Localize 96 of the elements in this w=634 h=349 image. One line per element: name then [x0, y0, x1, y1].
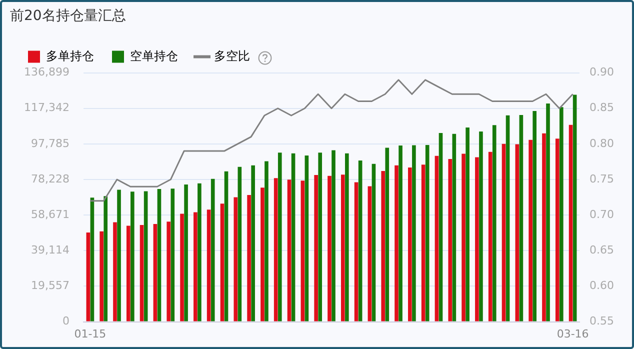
bar — [572, 94, 577, 322]
y-tick-label: 19,557 — [30, 279, 70, 292]
bar — [220, 204, 224, 322]
bar — [345, 153, 349, 322]
bar — [462, 154, 466, 322]
bar — [166, 222, 171, 322]
bar — [224, 171, 228, 322]
bar — [274, 178, 278, 322]
bar — [117, 190, 121, 322]
bar — [100, 231, 104, 322]
bar — [398, 146, 402, 322]
bar — [492, 125, 496, 322]
y-tick-label: 97,785 — [30, 136, 70, 150]
bar — [479, 132, 483, 322]
bar — [466, 128, 470, 322]
y-tick-label: 58,671 — [30, 208, 70, 221]
y-tick-label: 78,228 — [30, 172, 70, 186]
bar — [381, 171, 386, 322]
bar — [170, 188, 175, 322]
y2-tick-label: 0.65 — [590, 244, 614, 257]
y2-tick-label: 0.60 — [590, 279, 614, 292]
bar — [555, 138, 560, 322]
bar — [234, 197, 238, 322]
bar — [502, 144, 506, 322]
bar — [140, 225, 144, 322]
bar — [90, 198, 94, 322]
y2-tick-label: 0.85 — [590, 101, 614, 114]
bar — [515, 144, 520, 322]
bar — [372, 164, 376, 322]
bar — [421, 164, 426, 322]
bar — [291, 153, 296, 322]
bar — [568, 124, 573, 322]
bar — [385, 148, 390, 322]
bar — [210, 178, 215, 322]
y2-tick-label: 0.55 — [590, 314, 614, 328]
bar — [519, 114, 524, 322]
bar — [340, 174, 345, 322]
bar — [304, 156, 309, 322]
bar — [251, 165, 255, 322]
legend-label: 多单持仓 — [46, 48, 94, 63]
bar — [318, 152, 322, 322]
bar — [452, 134, 456, 322]
bar — [354, 182, 358, 322]
bar — [144, 191, 148, 322]
y2-tick-label: 0.80 — [590, 136, 614, 150]
bar — [506, 115, 510, 322]
bar — [126, 226, 130, 322]
legend-label: 空单持仓 — [130, 48, 178, 63]
bar — [104, 196, 108, 322]
bar — [434, 156, 439, 322]
bar — [394, 165, 398, 322]
bar — [184, 184, 188, 322]
bar — [425, 145, 430, 322]
bar — [278, 152, 282, 322]
bar — [358, 160, 362, 322]
bar — [194, 212, 198, 322]
bar — [260, 188, 264, 322]
bar — [560, 107, 564, 322]
y-tick-label: 117,342 — [24, 101, 70, 114]
bar — [412, 145, 416, 322]
y-tick-label: 0 — [62, 314, 70, 328]
y-tick-label: 136,899 — [24, 66, 70, 79]
bar — [328, 176, 332, 322]
bar — [86, 232, 90, 322]
bar — [528, 140, 532, 322]
bar — [488, 152, 492, 322]
y2-tick-label: 0.70 — [590, 208, 614, 221]
y2-tick-label: 0.90 — [590, 66, 614, 79]
chart-title: 前20名持仓量汇总 — [10, 8, 126, 24]
bar — [247, 195, 251, 322]
bar — [542, 133, 546, 322]
bar — [180, 214, 184, 322]
bar — [475, 157, 479, 322]
bar — [314, 175, 318, 322]
bar — [448, 159, 452, 322]
x-tick-label: 01-15 — [74, 327, 106, 340]
bar — [157, 189, 162, 322]
bar — [238, 166, 242, 322]
bar — [438, 133, 443, 322]
y-tick-label: 39,114 — [30, 244, 70, 257]
bar — [300, 180, 305, 322]
bar — [287, 180, 292, 322]
bar — [546, 104, 550, 322]
bar — [153, 224, 158, 322]
bar — [332, 150, 336, 322]
bar — [206, 210, 211, 322]
bar — [264, 161, 268, 322]
bar — [408, 168, 412, 322]
bar — [113, 222, 117, 322]
bar — [532, 110, 537, 322]
y2-tick-label: 0.75 — [590, 172, 614, 186]
bar — [198, 183, 202, 322]
bar — [368, 186, 372, 322]
legend-label: 多空比 — [214, 48, 250, 63]
x-tick-label: 03-16 — [556, 327, 589, 340]
bar — [130, 192, 134, 322]
